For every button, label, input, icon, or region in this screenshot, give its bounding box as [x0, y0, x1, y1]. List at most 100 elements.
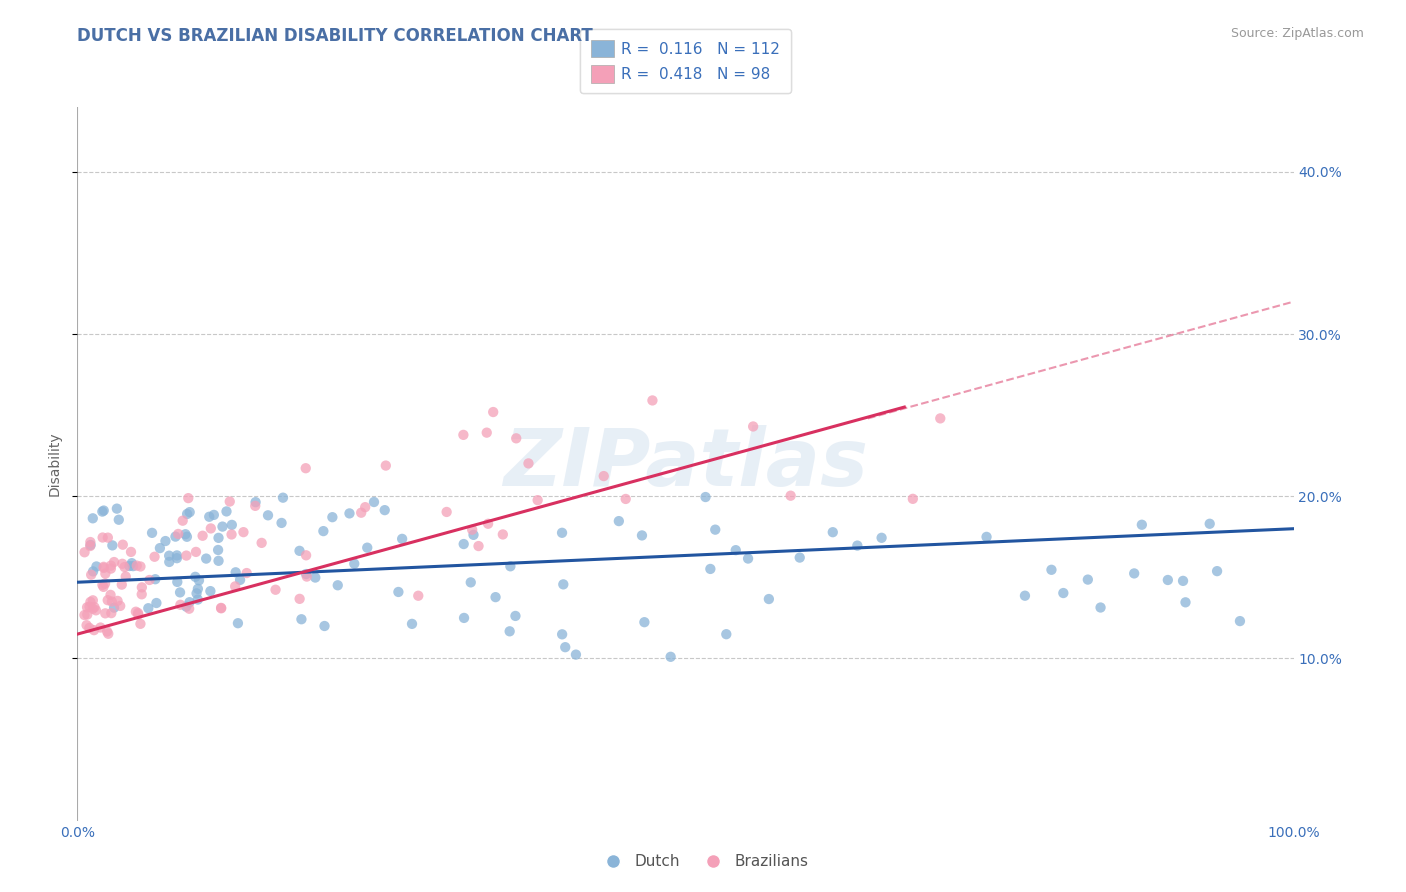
Point: [475, 425, 498, 440]
Point: [846, 539, 869, 553]
Point: [779, 489, 801, 503]
Point: [97, 593, 120, 607]
Point: [1077, 573, 1099, 587]
Text: ZIPatlas: ZIPatlas: [503, 425, 868, 503]
Point: [91, 505, 114, 519]
Point: [565, 648, 588, 662]
Point: [111, 538, 134, 552]
Point: [96, 624, 118, 639]
Point: [294, 461, 316, 475]
Point: [312, 524, 335, 538]
Point: [614, 491, 637, 506]
Point: [129, 616, 152, 631]
Point: [436, 505, 458, 519]
Point: [1198, 516, 1220, 531]
Point: [453, 537, 475, 551]
Point: [453, 611, 475, 625]
Point: [79, 535, 101, 549]
Point: [172, 514, 194, 528]
Point: [551, 627, 574, 641]
Point: [83, 600, 105, 615]
Point: [699, 562, 721, 576]
Point: [167, 527, 190, 541]
Point: [121, 556, 143, 570]
Point: [477, 516, 499, 531]
Point: [387, 585, 409, 599]
Point: [101, 538, 124, 552]
Point: [232, 525, 254, 540]
Point: [100, 588, 122, 602]
Point: [929, 411, 952, 425]
Point: [391, 532, 413, 546]
Point: [82, 593, 104, 607]
Point: [149, 541, 172, 555]
Point: [122, 559, 145, 574]
Point: [76, 618, 98, 632]
Point: [73, 607, 96, 622]
Point: [207, 543, 229, 558]
Point: [73, 545, 96, 559]
Legend: Dutch, Brazilians: Dutch, Brazilians: [592, 848, 814, 875]
Point: [136, 601, 159, 615]
Point: [94, 607, 117, 621]
Point: [143, 572, 166, 586]
Point: [326, 578, 349, 592]
Point: [350, 506, 373, 520]
Point: [207, 531, 229, 545]
Point: [505, 609, 527, 624]
Point: [187, 582, 209, 596]
Point: [103, 600, 125, 615]
Point: [901, 491, 924, 506]
Point: [209, 600, 232, 615]
Point: [195, 551, 218, 566]
Point: [166, 549, 188, 563]
Point: [127, 607, 149, 622]
Point: [742, 419, 765, 434]
Point: [198, 509, 221, 524]
Point: [82, 601, 104, 615]
Point: [288, 591, 311, 606]
Point: [79, 595, 101, 609]
Point: [257, 508, 280, 523]
Point: [114, 569, 136, 583]
Point: [1174, 595, 1197, 609]
Point: [406, 589, 429, 603]
Point: [245, 499, 267, 513]
Point: [737, 551, 759, 566]
Point: [1206, 564, 1229, 578]
Point: [314, 619, 336, 633]
Point: [288, 544, 311, 558]
Point: [143, 549, 166, 564]
Point: [553, 577, 575, 591]
Point: [125, 558, 148, 573]
Point: [225, 566, 247, 580]
Point: [607, 514, 630, 528]
Text: Source: ZipAtlas.com: Source: ZipAtlas.com: [1230, 27, 1364, 40]
Point: [207, 554, 229, 568]
Point: [155, 534, 177, 549]
Point: [145, 596, 167, 610]
Point: [226, 616, 249, 631]
Point: [127, 606, 149, 620]
Point: [89, 621, 111, 635]
Point: [463, 528, 485, 542]
Point: [176, 599, 198, 614]
Point: [94, 566, 117, 581]
Point: [200, 584, 222, 599]
Point: [245, 495, 267, 509]
Point: [271, 491, 294, 505]
Point: [363, 495, 385, 509]
Point: [79, 599, 101, 614]
Text: DUTCH VS BRAZILIAN DISABILITY CORRELATION CHART: DUTCH VS BRAZILIAN DISABILITY CORRELATIO…: [77, 27, 593, 45]
Point: [94, 576, 117, 591]
Point: [91, 531, 114, 545]
Point: [83, 623, 105, 637]
Point: [1040, 563, 1063, 577]
Point: [100, 561, 122, 575]
Point: [93, 503, 115, 517]
Point: [165, 530, 187, 544]
Point: [724, 543, 747, 558]
Point: [166, 574, 188, 589]
Point: [229, 573, 252, 587]
Point: [176, 530, 198, 544]
